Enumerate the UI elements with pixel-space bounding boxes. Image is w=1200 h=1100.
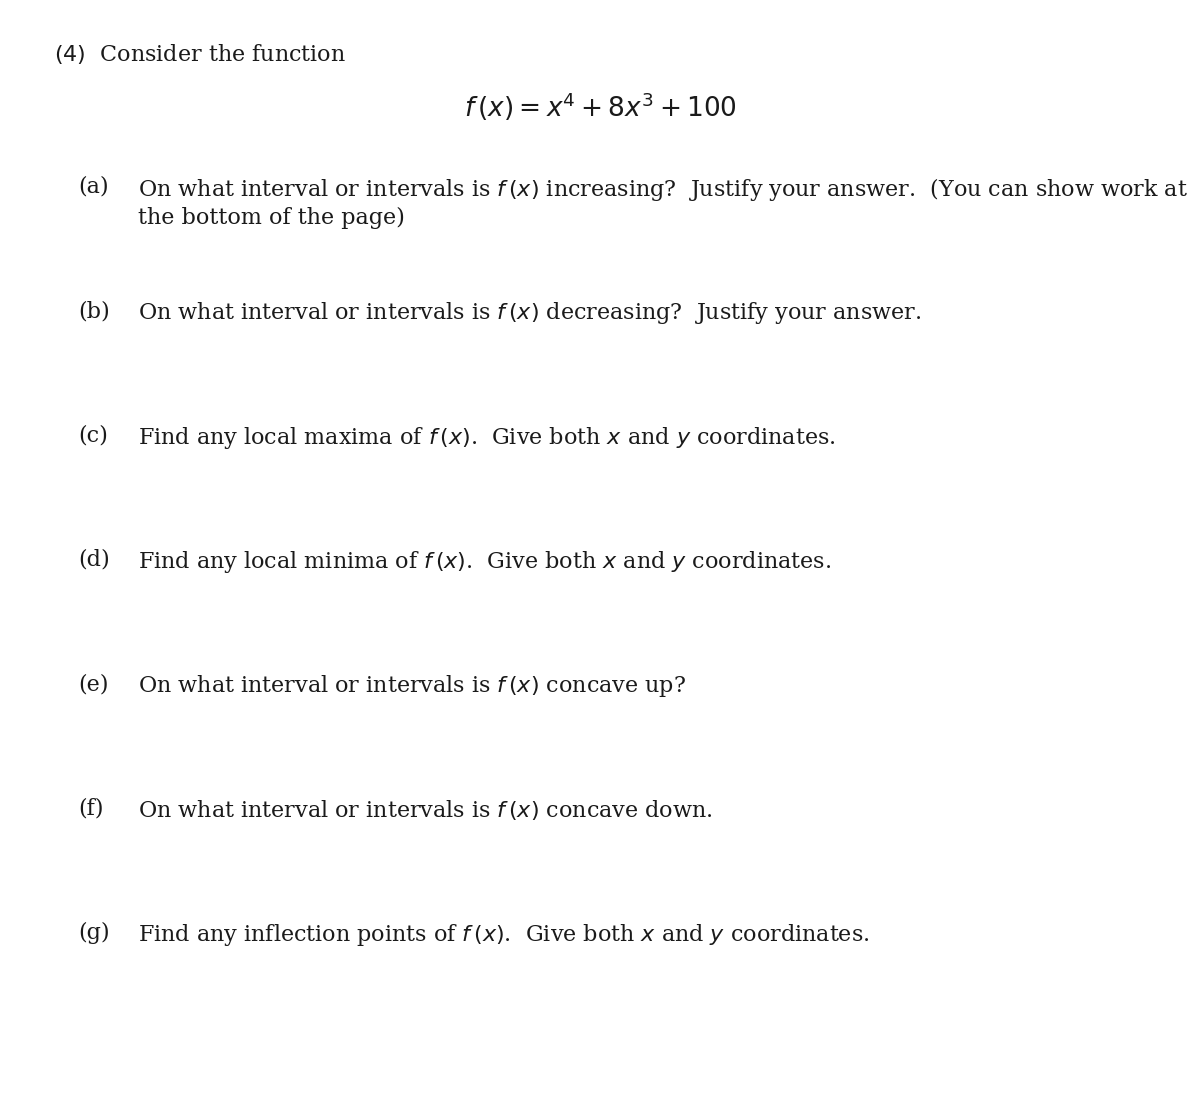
Text: Find any local minima of $f\,(x)$.  Give both $x$ and $y$ coordinates.: Find any local minima of $f\,(x)$. Give … — [138, 549, 832, 575]
Text: (d): (d) — [78, 549, 109, 571]
Text: (e): (e) — [78, 673, 108, 695]
Text: the bottom of the page): the bottom of the page) — [138, 207, 404, 229]
Text: Find any inflection points of $f\,(x)$.  Give both $x$ and $y$ coordinates.: Find any inflection points of $f\,(x)$. … — [138, 922, 870, 948]
Text: On what interval or intervals is $f\,(x)$ increasing?  Justify your answer.  (Yo: On what interval or intervals is $f\,(x)… — [138, 176, 1188, 204]
Text: On what interval or intervals is $f\,(x)$ decreasing?  Justify your answer.: On what interval or intervals is $f\,(x)… — [138, 300, 922, 327]
Text: $(4)$  Consider the function: $(4)$ Consider the function — [54, 42, 346, 66]
Text: $f\,(x) = x^4 + 8x^3 + 100$: $f\,(x) = x^4 + 8x^3 + 100$ — [463, 90, 737, 123]
Text: Find any local maxima of $f\,(x)$.  Give both $x$ and $y$ coordinates.: Find any local maxima of $f\,(x)$. Give … — [138, 425, 835, 451]
Text: (c): (c) — [78, 425, 108, 447]
Text: (b): (b) — [78, 300, 109, 322]
Text: (g): (g) — [78, 922, 109, 944]
Text: On what interval or intervals is $f\,(x)$ concave up?: On what interval or intervals is $f\,(x)… — [138, 673, 686, 700]
Text: (f): (f) — [78, 798, 103, 820]
Text: On what interval or intervals is $f\,(x)$ concave down.: On what interval or intervals is $f\,(x)… — [138, 798, 713, 822]
Text: (a): (a) — [78, 176, 109, 198]
